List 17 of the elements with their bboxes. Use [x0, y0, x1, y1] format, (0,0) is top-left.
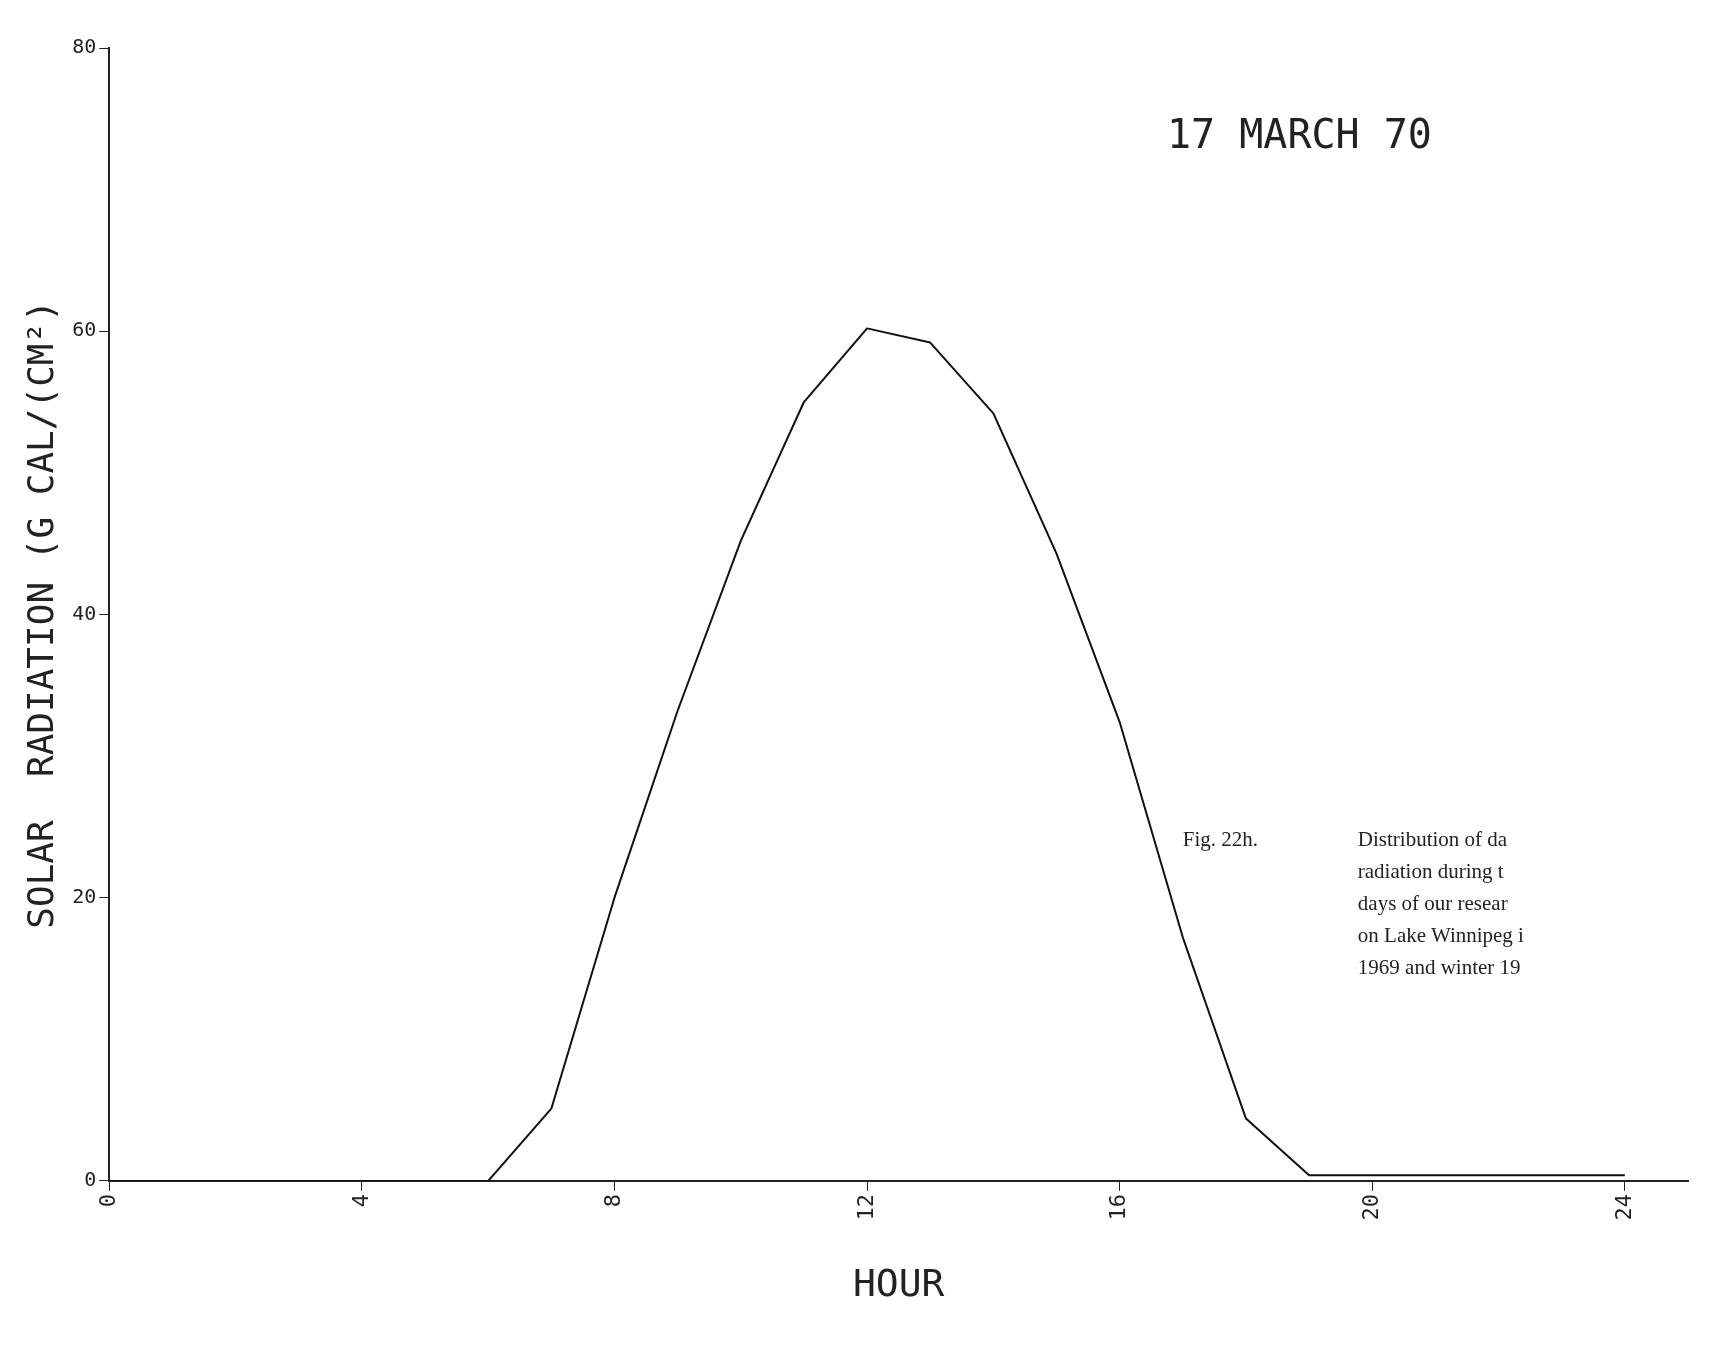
y-tick-label: 0 — [84, 1167, 97, 1192]
x-tick-label: 24 — [1610, 1193, 1636, 1221]
x-axis-title: HOUR — [852, 1261, 945, 1306]
annotation: Fig. 22h. — [1182, 826, 1259, 851]
x-tick-label: 20 — [1357, 1193, 1383, 1221]
x-tick-label: 8 — [600, 1193, 626, 1208]
y-tick-label: 20 — [72, 883, 97, 908]
y-axis-title: SOLAR RADIATION (G CAL/(CM²) — [19, 300, 61, 929]
x-tick-label: 16 — [1105, 1193, 1131, 1221]
text: 17 MARCH 70 — [1167, 111, 1432, 158]
x-tick-label: 12 — [852, 1193, 878, 1221]
annotation: Distribution of da radiation during t days of our resear on Lake Winnipeg i 1969 and winter 19 — [1357, 826, 1525, 979]
x-tick-label: 4 — [347, 1193, 373, 1208]
y-tick-label: 60 — [72, 317, 97, 342]
y-tick-label: 40 — [72, 600, 97, 625]
x-tick-label: 0 — [95, 1193, 120, 1208]
y-tick-label: 80 — [72, 34, 97, 59]
